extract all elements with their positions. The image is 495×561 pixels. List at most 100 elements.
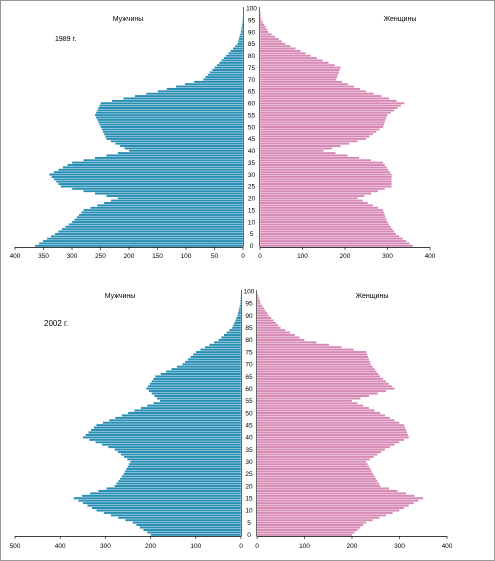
male-bar [117, 516, 242, 520]
female-bar [259, 218, 387, 222]
female-bar [256, 353, 368, 356]
male-bar [78, 499, 242, 503]
male-bar [239, 302, 242, 305]
male-tick-label: 200 [145, 543, 156, 550]
male-bar [96, 109, 244, 112]
female-bar [259, 239, 407, 243]
female-bar [259, 54, 312, 58]
male-bar [67, 163, 244, 167]
female-bar [256, 302, 261, 305]
year-label-1989: 1989 г. [55, 36, 76, 43]
female-bar [256, 465, 370, 468]
male-bar [235, 319, 242, 322]
male-bar [114, 484, 242, 488]
male-tick-label: 400 [10, 253, 21, 260]
male-bar [64, 225, 244, 229]
male-bar [190, 355, 242, 359]
female-bar [256, 292, 258, 296]
female-bar [259, 99, 398, 103]
male-bar [121, 414, 242, 417]
female-bar [259, 227, 393, 231]
female-bar [256, 518, 374, 522]
female-bar [259, 78, 337, 81]
male-bar [128, 462, 242, 466]
age-tick-label: 10 [248, 219, 256, 226]
male-bar [240, 28, 244, 31]
male-bar [229, 328, 242, 332]
female-bar [256, 387, 395, 391]
female-bar [256, 394, 370, 398]
male-bar [232, 323, 242, 327]
male-bar [82, 435, 242, 439]
male-tick-label: 0 [239, 543, 243, 550]
male-bar [204, 345, 242, 349]
male-bar [106, 487, 242, 490]
female-bar [259, 66, 341, 69]
male-bar [50, 234, 244, 238]
female-bar [259, 47, 296, 50]
male-bar [90, 206, 244, 210]
female-bar [256, 384, 393, 388]
age-tick-label: 45 [248, 136, 256, 143]
male-bar [102, 421, 242, 425]
male-bar [121, 474, 242, 478]
female-bar [259, 56, 318, 60]
age-tick-label: 0 [247, 532, 251, 539]
female-bar [256, 435, 410, 439]
female-bar [256, 506, 405, 510]
female-tick-label: 300 [382, 253, 393, 260]
age-tick-label: 10 [245, 508, 253, 515]
female-bar [256, 358, 370, 361]
male-bar [95, 440, 242, 444]
female-bar [259, 73, 339, 77]
male-bar [71, 161, 244, 165]
female-bar [256, 333, 296, 337]
female-bar [256, 345, 342, 349]
male-bar [71, 220, 244, 224]
female-bar [256, 453, 378, 456]
male-bar [231, 326, 242, 330]
female-bar [259, 21, 264, 24]
age-tick-label: 35 [248, 160, 256, 167]
male-bar [103, 132, 244, 136]
male-bar [60, 185, 244, 188]
age-tick-label: 25 [248, 184, 256, 191]
female-bar [256, 496, 424, 500]
female-bar [259, 230, 395, 233]
female-bar [256, 504, 410, 507]
female-bar [256, 360, 371, 364]
male-bar [216, 63, 244, 67]
male-bar [241, 23, 244, 27]
female-bar [256, 511, 394, 515]
female-bar [259, 175, 392, 179]
female-bar [256, 414, 386, 417]
male-bar [230, 49, 244, 53]
male-bar [132, 521, 242, 524]
age-tick-label: 90 [248, 29, 256, 36]
female-bar [256, 340, 318, 344]
female-bar [259, 123, 385, 126]
male-bar [156, 396, 242, 400]
female-bar [259, 120, 386, 124]
female-bar [259, 125, 384, 129]
male-bar [71, 187, 244, 191]
female-bar [259, 18, 262, 22]
male-tick-label: 50 [211, 253, 219, 260]
male-bar [95, 111, 244, 115]
female-bar [256, 331, 291, 335]
female-bar [256, 416, 391, 420]
female-bar [256, 513, 387, 517]
age-tick-label: 30 [245, 459, 253, 466]
female-bar [259, 51, 307, 55]
male-bar [126, 457, 242, 461]
age-tick-label: 25 [245, 471, 253, 478]
age-tick-label: 85 [245, 325, 253, 332]
male-bar [123, 97, 244, 100]
male-bar [238, 37, 244, 41]
male-bar [117, 450, 242, 454]
female-bar [256, 509, 400, 512]
female-bar [256, 309, 266, 313]
age-tick-label: 30 [248, 172, 256, 179]
male-bar [223, 56, 244, 60]
